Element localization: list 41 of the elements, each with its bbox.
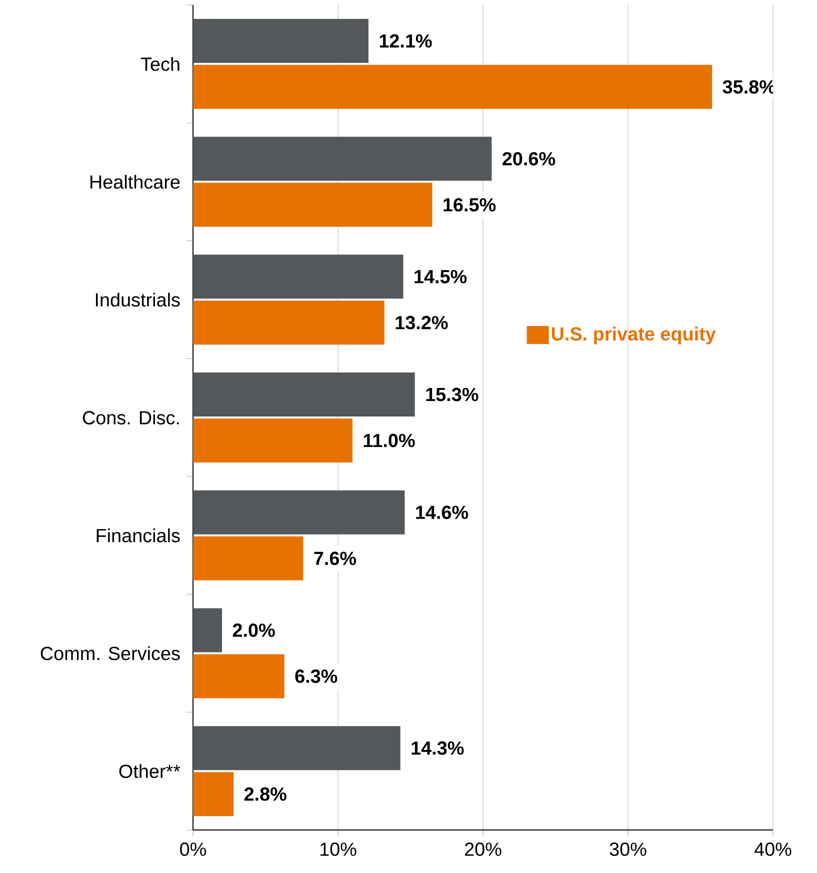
x-tick-label: 30% <box>610 842 646 856</box>
y-tick-label: Tech <box>140 56 180 71</box>
bar <box>193 608 222 652</box>
y-tick-label: Financials <box>96 528 180 542</box>
bar <box>193 726 400 770</box>
data-label: 2.0% <box>232 624 275 637</box>
y-tick-label: Cons. Disc. <box>82 410 179 424</box>
x-tick-label: 0% <box>180 842 206 856</box>
data-label: 14.3% <box>412 741 464 755</box>
data-label: 2.8% <box>244 787 286 801</box>
data-label: 14.6% <box>416 506 468 520</box>
x-tick-label: 10% <box>320 842 356 856</box>
bar <box>193 772 234 816</box>
data-label: 35.8% <box>722 80 776 94</box>
bar <box>193 300 384 345</box>
data-label: 16.5% <box>444 198 496 212</box>
data-label: 6.3% <box>295 670 338 683</box>
y-tick-label: Industrials <box>96 292 180 307</box>
legend-label: U.S. private equity <box>552 326 716 344</box>
data-label: 12.1% <box>380 34 432 48</box>
x-tick-label: 20% <box>465 842 502 856</box>
bar <box>193 136 492 181</box>
bar <box>193 254 404 299</box>
bar <box>193 490 405 534</box>
data-label: 20.6% <box>502 152 556 166</box>
bar <box>193 64 712 109</box>
y-tick-label: Healthcare <box>90 174 180 189</box>
data-label: 14.5% <box>414 270 467 284</box>
bar <box>193 654 284 698</box>
bar <box>193 372 415 417</box>
data-label: 7.6% <box>314 552 356 566</box>
bar <box>193 182 432 227</box>
bar <box>193 536 304 580</box>
data-label: 15.3% <box>426 388 478 402</box>
data-label: 13.2% <box>396 316 448 330</box>
bar <box>193 418 352 463</box>
x-tick-label: 40% <box>754 842 792 856</box>
bar <box>193 18 368 63</box>
y-tick-label: Comm. Services <box>40 646 180 660</box>
data-label: 11.0% <box>364 434 415 448</box>
y-tick-label: Other** <box>119 764 180 778</box>
